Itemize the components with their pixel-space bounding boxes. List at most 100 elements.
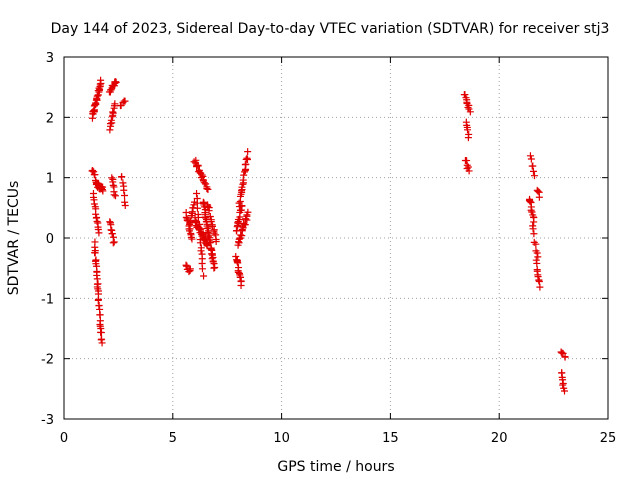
x-tick-label: 20 — [491, 431, 508, 446]
data-point — [464, 163, 472, 171]
data-point — [207, 218, 215, 226]
data-point — [108, 174, 116, 182]
y-tick-label: 1 — [46, 172, 54, 187]
data-point — [534, 273, 542, 281]
data-point — [561, 353, 569, 361]
data-point — [532, 240, 540, 248]
data-point — [202, 180, 210, 188]
data-point — [235, 235, 243, 243]
data-point — [190, 198, 198, 206]
data-point — [194, 213, 202, 221]
data-point — [110, 191, 118, 199]
data-point — [530, 238, 538, 246]
chart-title: Day 144 of 2023, Sidereal Day-to-day VTE… — [51, 21, 610, 37]
axis-ticks: 0 5 10 15 20 25 -3 -2 -1 0 1 2 3 — [41, 51, 616, 446]
data-point — [526, 152, 534, 160]
data-point — [121, 97, 129, 105]
x-tick-label: 0 — [60, 431, 68, 446]
x-tick-label: 25 — [600, 431, 617, 446]
data-point — [198, 171, 206, 179]
data-point — [106, 120, 114, 128]
data-point — [244, 208, 252, 216]
data-point — [461, 91, 469, 99]
data-point — [120, 186, 128, 194]
y-axis-label: SDTVAR / TECUs — [6, 181, 22, 296]
y-tick-label: 2 — [46, 111, 54, 126]
data-point — [238, 183, 246, 191]
data-point — [204, 185, 212, 193]
data-point — [234, 259, 242, 267]
y-tick-label: -3 — [41, 413, 54, 428]
data-point — [200, 272, 208, 280]
data-point — [98, 339, 106, 347]
data-point — [465, 167, 473, 175]
data-point — [534, 187, 542, 195]
data-point — [121, 202, 129, 210]
data-point — [108, 230, 116, 238]
data-point — [185, 227, 193, 235]
y-tick-label: 3 — [46, 51, 54, 66]
data-point — [234, 219, 242, 227]
data-point — [112, 78, 120, 86]
data-point — [201, 214, 209, 222]
data-point — [197, 247, 205, 255]
data-point — [96, 311, 104, 319]
data-point — [91, 249, 99, 257]
data-point — [93, 92, 101, 100]
data-point — [109, 181, 117, 189]
data-point — [121, 198, 129, 206]
data-point — [530, 172, 538, 180]
data-point — [118, 173, 126, 181]
data-point — [529, 162, 537, 170]
y-tick-label: -2 — [41, 353, 54, 368]
data-point — [192, 156, 200, 164]
data-point — [235, 199, 243, 207]
data-point — [89, 166, 97, 174]
grid-lines — [64, 57, 608, 419]
data-point — [107, 116, 115, 124]
data-point — [232, 252, 240, 260]
data-point — [112, 192, 120, 200]
x-axis-label: GPS time / hours — [277, 459, 394, 475]
data-point — [93, 217, 101, 225]
data-point — [464, 134, 472, 142]
data-point — [186, 265, 194, 273]
data-point — [535, 193, 543, 201]
data-point — [204, 233, 212, 241]
data-point — [237, 231, 245, 239]
data-point — [196, 229, 204, 237]
data-point — [95, 229, 103, 237]
y-tick-label: 0 — [46, 232, 54, 247]
data-point — [204, 202, 212, 210]
data-point — [188, 235, 196, 243]
x-tick-label: 5 — [169, 431, 177, 446]
data-point — [205, 207, 213, 215]
data-point — [530, 230, 538, 238]
data-point — [206, 212, 214, 220]
data-point — [200, 179, 208, 187]
data-point — [530, 218, 538, 226]
data-point — [92, 214, 100, 222]
data-point — [464, 126, 472, 134]
data-point — [466, 108, 474, 116]
data-point — [526, 197, 534, 205]
data-point — [190, 158, 198, 166]
data-point — [99, 187, 107, 195]
data-point — [209, 222, 217, 230]
data-points — [88, 76, 569, 395]
data-point — [211, 264, 219, 272]
data-point — [536, 283, 544, 291]
data-point — [203, 185, 211, 193]
data-point — [534, 253, 542, 261]
data-point — [119, 179, 127, 187]
data-point — [110, 238, 118, 246]
data-point — [95, 295, 103, 303]
data-point — [198, 265, 206, 273]
data-point — [463, 157, 471, 165]
data-point — [97, 79, 105, 87]
data-point — [109, 109, 117, 117]
data-point — [529, 167, 537, 175]
data-point — [196, 239, 204, 247]
data-point — [91, 171, 99, 179]
